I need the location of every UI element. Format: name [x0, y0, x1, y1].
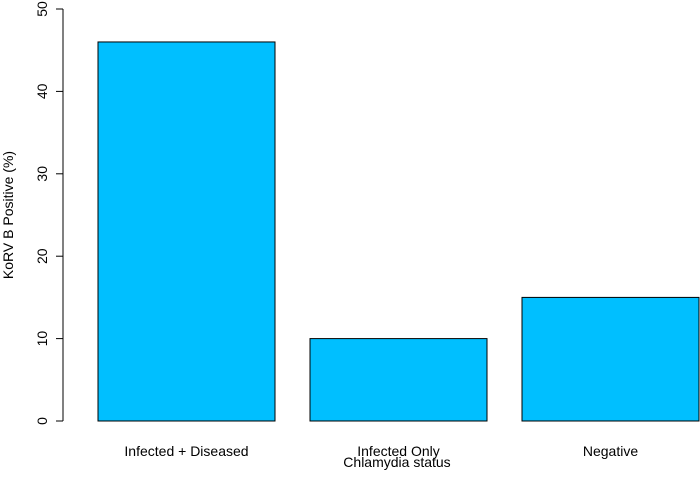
y-axis-title: KoRV B Positive (%)	[0, 151, 16, 279]
y-tick-label: 40	[34, 83, 50, 99]
bar	[309, 338, 488, 422]
x-tick-label: Negative	[583, 443, 638, 459]
y-tick-label: 30	[34, 166, 50, 182]
y-axis: 0 10 20 30 40 50	[34, 1, 64, 425]
y-tick-label: 0	[34, 417, 50, 425]
bars-group	[97, 41, 700, 422]
bar	[521, 296, 700, 422]
x-axis-title: Chlamydia status	[343, 454, 450, 470]
y-tick-label: 20	[34, 248, 50, 264]
x-tick-label: Infected Only	[357, 443, 440, 459]
x-tick-label: Infected + Diseased	[124, 443, 248, 459]
y-tick-label: 10	[34, 331, 50, 347]
y-tick-label: 50	[34, 1, 50, 17]
x-axis-labels: Infected + Diseased Infected Only Negative	[124, 443, 638, 459]
bar	[97, 41, 276, 422]
